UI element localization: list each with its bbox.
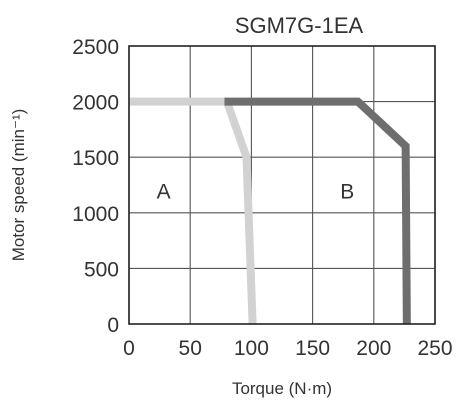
x-tick-label-0: 0 [123, 337, 135, 360]
y-tick-label-3: 1500 [72, 147, 119, 170]
y-tick-label-2: 1000 [72, 203, 119, 226]
region-label-a: A [157, 181, 171, 204]
x-tick-label-4: 200 [356, 337, 391, 360]
series-line-1 [224, 97, 411, 325]
region-label-b: B [340, 181, 354, 204]
series-line-0 [129, 97, 257, 325]
y-axis-label: Motor speed (min⁻¹) [9, 109, 28, 262]
x-tick-label-3: 150 [295, 337, 330, 360]
x-axis-label: Torque (N·m) [232, 379, 332, 398]
y-tick-label-4: 2000 [72, 92, 119, 115]
x-tick-label-5: 250 [417, 337, 452, 360]
x-tick-label-1: 50 [179, 337, 202, 360]
chart-title: SGM7G-1EA [235, 13, 364, 38]
y-tick-label-5: 2500 [72, 36, 119, 59]
x-tick-label-2: 100 [234, 337, 269, 360]
plot-frame [128, 45, 436, 325]
y-tick-label-0: 0 [107, 314, 119, 337]
y-tick-label-1: 500 [84, 258, 119, 281]
grid [128, 45, 436, 325]
series-lines [129, 97, 411, 325]
y-tick-labels: 0 500 1000 1500 2000 2500 [72, 36, 119, 337]
x-tick-labels: 0 50 100 150 200 250 [123, 337, 452, 360]
